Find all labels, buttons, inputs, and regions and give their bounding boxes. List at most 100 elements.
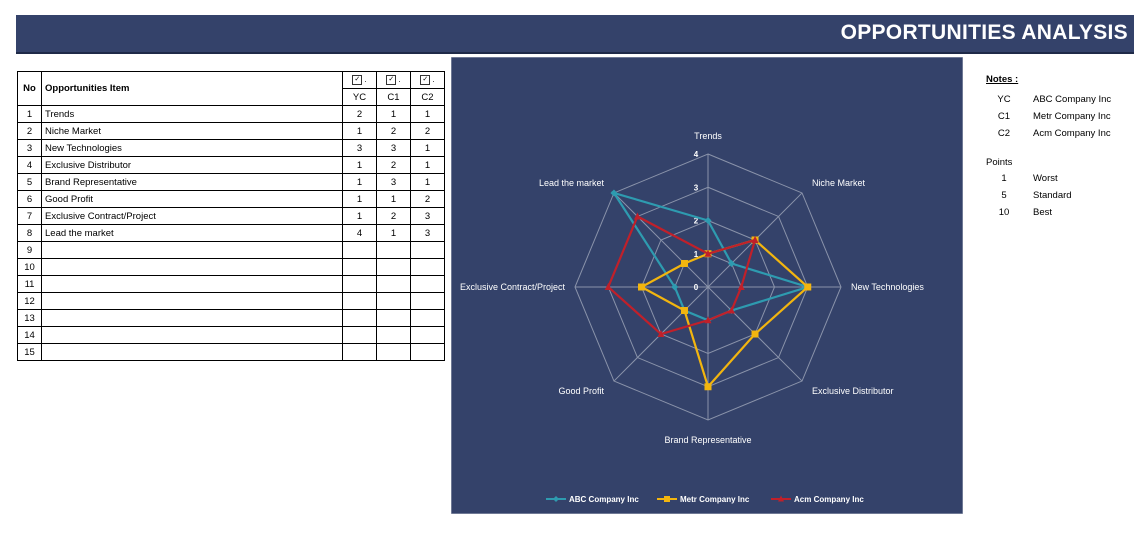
row-c1-score[interactable]	[376, 241, 411, 259]
series-point	[704, 217, 712, 224]
row-item[interactable]: Lead the market	[41, 224, 343, 242]
row-yc-score[interactable]	[342, 275, 377, 293]
row-item[interactable]	[41, 275, 343, 293]
row-c2-score[interactable]: 1	[410, 173, 445, 191]
row-item[interactable]	[41, 309, 343, 327]
row-yc-score[interactable]: 1	[342, 190, 377, 208]
table-row: 5 Brand Representative 1 3 1	[17, 173, 445, 191]
row-yc-score[interactable]: 3	[342, 139, 377, 157]
point-value: 10	[998, 207, 1010, 218]
radar-chart-svg: 0 1 2 3 4 Trends Niche Market New Technologies E…	[451, 57, 963, 514]
row-item[interactable]	[41, 292, 343, 310]
table-row: 2 Niche Market 1 2 2	[17, 122, 445, 140]
row-yc-score[interactable]: 1	[342, 173, 377, 191]
note-row: C1 Metr Company Inc	[986, 108, 1111, 125]
row-c1-score[interactable]: 2	[376, 156, 411, 174]
note-code: C1	[997, 111, 1011, 122]
series-point	[704, 316, 712, 324]
row-yc-score[interactable]: 4	[342, 224, 377, 242]
row-c1-score[interactable]: 2	[376, 122, 411, 140]
row-c2-score[interactable]	[410, 275, 445, 293]
row-yc-score[interactable]	[342, 326, 377, 344]
category-label: Lead the market	[539, 178, 605, 188]
row-c2-score[interactable]: 2	[410, 122, 445, 140]
category-label: Exclusive Contract/Project	[460, 282, 566, 292]
category-label: Brand Representative	[664, 435, 751, 445]
points-title: Points	[986, 157, 1013, 168]
row-yc-score[interactable]	[342, 309, 377, 327]
series-point	[751, 235, 759, 243]
note-code: YC	[997, 94, 1011, 105]
c1-checkbox[interactable]: ✓ .	[376, 71, 411, 89]
grid-spoke	[613, 192, 709, 288]
row-item[interactable]: Exclusive Distributor	[41, 156, 343, 174]
row-c1-score[interactable]	[376, 326, 411, 344]
row-item[interactable]	[41, 343, 343, 361]
row-item[interactable]: Good Profit	[41, 190, 343, 208]
row-item[interactable]: New Technologies	[41, 139, 343, 157]
page-title: OPPORTUNITIES ANALYSIS	[840, 21, 1128, 44]
row-c2-score[interactable]: 2	[410, 190, 445, 208]
row-c1-score[interactable]: 1	[376, 190, 411, 208]
row-yc-score[interactable]: 1	[342, 156, 377, 174]
row-c2-score[interactable]	[410, 241, 445, 259]
row-item[interactable]: Brand Representative	[41, 173, 343, 191]
row-c1-score[interactable]: 1	[376, 224, 411, 242]
yc-checkbox[interactable]: ✓ .	[342, 71, 377, 89]
col-c1-header: C1	[376, 88, 411, 106]
checkbox-checked-icon: ✓	[386, 75, 397, 85]
row-c1-score[interactable]	[376, 343, 411, 361]
row-item[interactable]	[41, 326, 343, 344]
row-c1-score[interactable]: 2	[376, 207, 411, 225]
row-c1-score[interactable]: 3	[376, 173, 411, 191]
row-item[interactable]	[41, 258, 343, 276]
point-label: Standard	[1033, 190, 1072, 201]
row-c1-score[interactable]	[376, 292, 411, 310]
row-item[interactable]: Exclusive Contract/Project	[41, 207, 343, 225]
row-yc-score[interactable]: 1	[342, 207, 377, 225]
row-yc-score[interactable]: 2	[342, 105, 377, 123]
row-number: 4	[17, 156, 42, 174]
row-c1-score[interactable]	[376, 275, 411, 293]
row-c2-score[interactable]: 1	[410, 139, 445, 157]
row-c2-score[interactable]: 1	[410, 105, 445, 123]
row-c2-score[interactable]: 3	[410, 207, 445, 225]
table-row: 8 Lead the market 4 1 3	[17, 224, 445, 242]
row-yc-score[interactable]	[342, 241, 377, 259]
row-item[interactable]: Niche Market	[41, 122, 343, 140]
row-number: 3	[17, 139, 42, 157]
tick-label: 3	[694, 183, 699, 192]
note-name: Acm Company Inc	[1033, 128, 1111, 139]
row-c2-score[interactable]	[410, 258, 445, 276]
row-c2-score[interactable]	[410, 292, 445, 310]
table-row: 9	[17, 241, 445, 259]
row-item[interactable]: Trends	[41, 105, 343, 123]
legend-label: Metr Company Inc	[680, 495, 750, 504]
row-c2-score[interactable]	[410, 309, 445, 327]
point-value: 1	[1001, 173, 1007, 184]
c2-checkbox[interactable]: ✓ .	[410, 71, 445, 89]
row-c2-score[interactable]	[410, 343, 445, 361]
note-row: YC ABC Company Inc	[986, 91, 1111, 108]
row-c2-score[interactable]: 3	[410, 224, 445, 242]
row-c1-score[interactable]	[376, 258, 411, 276]
row-c1-score[interactable]	[376, 309, 411, 327]
row-yc-score[interactable]: 1	[342, 122, 377, 140]
row-yc-score[interactable]	[342, 343, 377, 361]
row-c1-score[interactable]: 1	[376, 105, 411, 123]
row-item[interactable]	[41, 241, 343, 259]
series-point	[751, 330, 759, 338]
table-row: 11	[17, 275, 445, 293]
category-label: Niche Market	[812, 178, 866, 188]
table-row: 14	[17, 326, 445, 344]
category-label: Trends	[694, 131, 722, 141]
row-c2-score[interactable]: 1	[410, 156, 445, 174]
table-row: 1 Trends 2 1 1	[17, 105, 445, 123]
row-yc-score[interactable]	[342, 258, 377, 276]
point-label: Best	[1033, 207, 1053, 218]
point-label: Worst	[1033, 173, 1058, 184]
table-row: 10	[17, 258, 445, 276]
row-c2-score[interactable]	[410, 326, 445, 344]
row-c1-score[interactable]: 3	[376, 139, 411, 157]
row-yc-score[interactable]	[342, 292, 377, 310]
